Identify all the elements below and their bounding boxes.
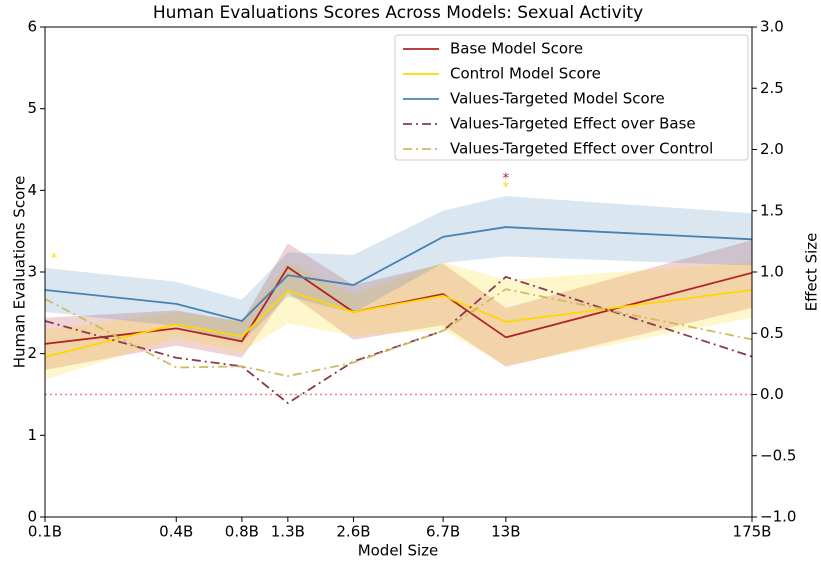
y-tick-label: 6 <box>27 18 37 36</box>
x-tick-label: 6.7B <box>426 523 460 541</box>
confidence-band <box>45 262 752 380</box>
y2-axis-label: Effect Size <box>803 233 821 312</box>
legend-label: Base Model Score <box>450 40 583 58</box>
y2-tick-label: 1.5 <box>760 201 784 219</box>
series-line <box>44 226 753 323</box>
x-tick-label: 175B <box>733 523 772 541</box>
x-tick-label: 13B <box>491 523 520 541</box>
y2-tick-label: 0.5 <box>760 324 784 342</box>
y-tick-label: 4 <box>27 181 37 199</box>
legend-label: Values-Targeted Effect over Base <box>450 115 696 133</box>
x-tick-label: 0.1B <box>28 523 62 541</box>
y-tick-label: 3 <box>27 263 37 281</box>
y-axis-label: Human Evaluations Score <box>11 176 29 369</box>
series-line <box>44 275 753 405</box>
y-tick-label: 2 <box>27 344 37 362</box>
significance-marker: * <box>51 251 58 266</box>
x-tick-label: 0.8B <box>225 523 259 541</box>
series-line <box>44 288 753 378</box>
chart-title: Human Evaluations Scores Across Models: … <box>153 3 643 23</box>
x-tick-label: 0.4B <box>159 523 193 541</box>
y2-tick-label: 1.0 <box>760 263 784 281</box>
x-tick-label: 1.3B <box>271 523 305 541</box>
y-tick-label: 0 <box>27 508 37 526</box>
significance-marker: * <box>503 180 510 195</box>
y2-tick-label: 2.0 <box>760 140 784 158</box>
series-line <box>44 289 753 358</box>
series-line <box>44 265 753 345</box>
legend-label: Control Model Score <box>450 65 601 83</box>
y2-tick-label: −0.5 <box>760 446 796 464</box>
confidence-band <box>45 196 752 343</box>
legend-label: Values-Targeted Effect over Control <box>450 140 713 158</box>
legend-box <box>394 34 749 161</box>
y2-tick-label: 0.0 <box>760 385 784 403</box>
y2-tick-label: 2.5 <box>760 79 784 97</box>
significance-marker: * <box>503 171 510 186</box>
x-axis-label: Model Size <box>358 542 439 560</box>
y-tick-label: 5 <box>27 99 37 117</box>
y2-tick-label: 3.0 <box>760 18 784 36</box>
y2-tick-label: −1.0 <box>760 508 796 526</box>
y-tick-label: 1 <box>27 426 37 444</box>
x-tick-label: 2.6B <box>336 523 370 541</box>
legend-label: Values-Targeted Model Score <box>450 90 665 108</box>
